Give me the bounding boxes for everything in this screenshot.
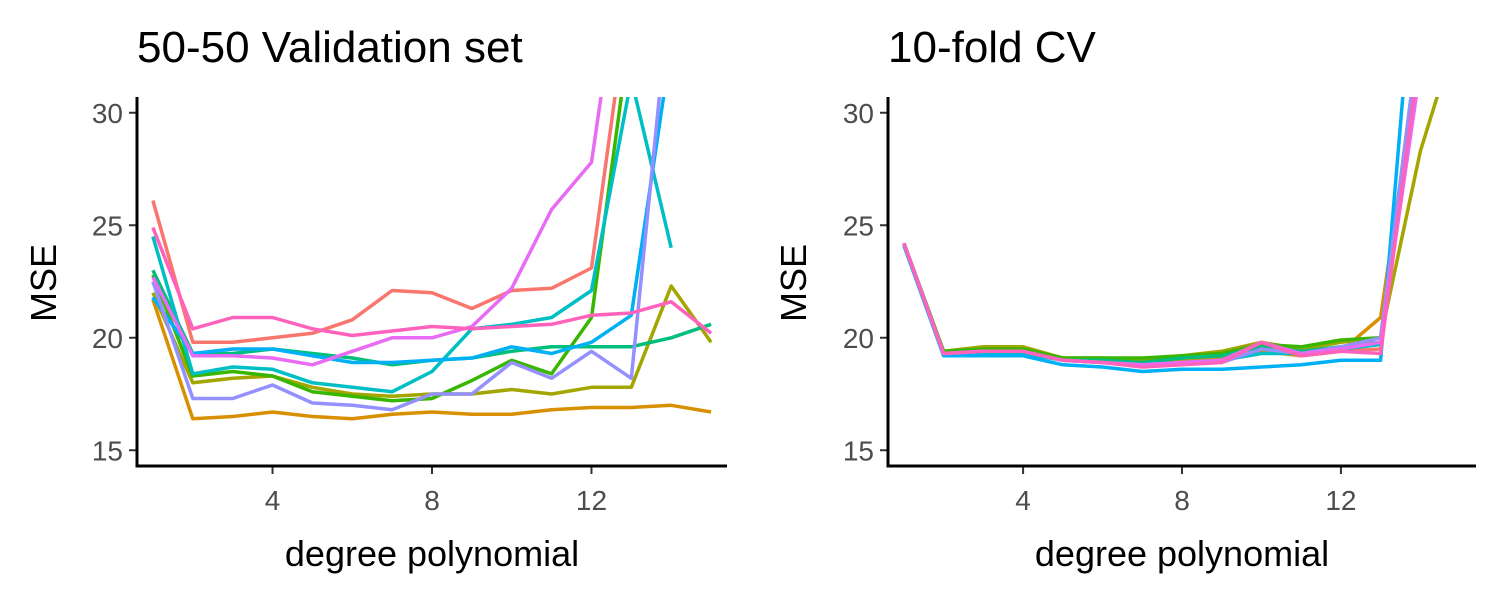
x-tick-label: 4 — [265, 485, 281, 516]
y-tick-label: 20 — [92, 323, 123, 354]
series-line-1 — [902, 97, 1414, 367]
x-tick-label: 8 — [1174, 485, 1190, 516]
y-tick-label: 20 — [843, 323, 874, 354]
x-tick-label: 8 — [424, 485, 440, 516]
x-axis-title: degree polynomial — [285, 533, 579, 574]
series-line-8 — [151, 97, 662, 412]
x-tick-label: 4 — [1015, 485, 1031, 516]
chart-panel-cv: 10-fold CV 15 20 25 30 4 8 12 degree polynomi… — [773, 23, 1476, 574]
series-line-10 — [902, 97, 1416, 369]
series-lines — [151, 97, 713, 421]
series-line-9 — [151, 97, 603, 367]
chart-title: 50-50 Validation set — [137, 23, 523, 72]
x-tick-label: 12 — [576, 485, 607, 516]
y-tick-label: 30 — [92, 98, 123, 129]
y-axis-title: MSE — [23, 244, 64, 322]
chart-title: 10-fold CV — [888, 23, 1097, 72]
x-axis-title: degree polynomial — [1035, 533, 1329, 574]
series-line-2 — [902, 97, 1415, 365]
series-line-7 — [151, 97, 666, 365]
x-axis-ticks: 4 8 12 — [1015, 466, 1356, 516]
chart-panel-validation: 50-50 Validation set 15 20 25 30 4 8 12 degre… — [23, 23, 727, 574]
y-tick-label: 25 — [92, 210, 123, 241]
series-line-4 — [902, 97, 1413, 360]
y-tick-label: 15 — [843, 435, 874, 466]
series-line-5 — [902, 97, 1413, 365]
x-axis-ticks: 4 8 12 — [265, 466, 607, 516]
y-tick-label: 30 — [843, 98, 874, 129]
series-line-8 — [902, 97, 1413, 367]
series-line-6 — [151, 97, 673, 394]
plot-area — [151, 97, 713, 421]
x-tick-label: 12 — [1325, 485, 1356, 516]
series-line-9 — [902, 97, 1418, 367]
series-line-3 — [902, 97, 1439, 363]
plot-area — [902, 97, 1439, 374]
y-axis-title: MSE — [773, 244, 814, 322]
y-tick-label: 25 — [843, 210, 874, 241]
series-line-6 — [902, 97, 1416, 367]
y-axis-ticks: 15 20 25 30 — [843, 98, 888, 466]
series-line-1 — [151, 97, 617, 345]
series-line-10 — [151, 226, 713, 338]
series-line-2 — [151, 298, 712, 421]
series-lines — [902, 97, 1439, 374]
series-line-7 — [902, 97, 1405, 374]
y-axis-ticks: 15 20 25 30 — [92, 98, 137, 466]
y-tick-label: 15 — [92, 435, 123, 466]
series-line-4 — [151, 97, 624, 403]
